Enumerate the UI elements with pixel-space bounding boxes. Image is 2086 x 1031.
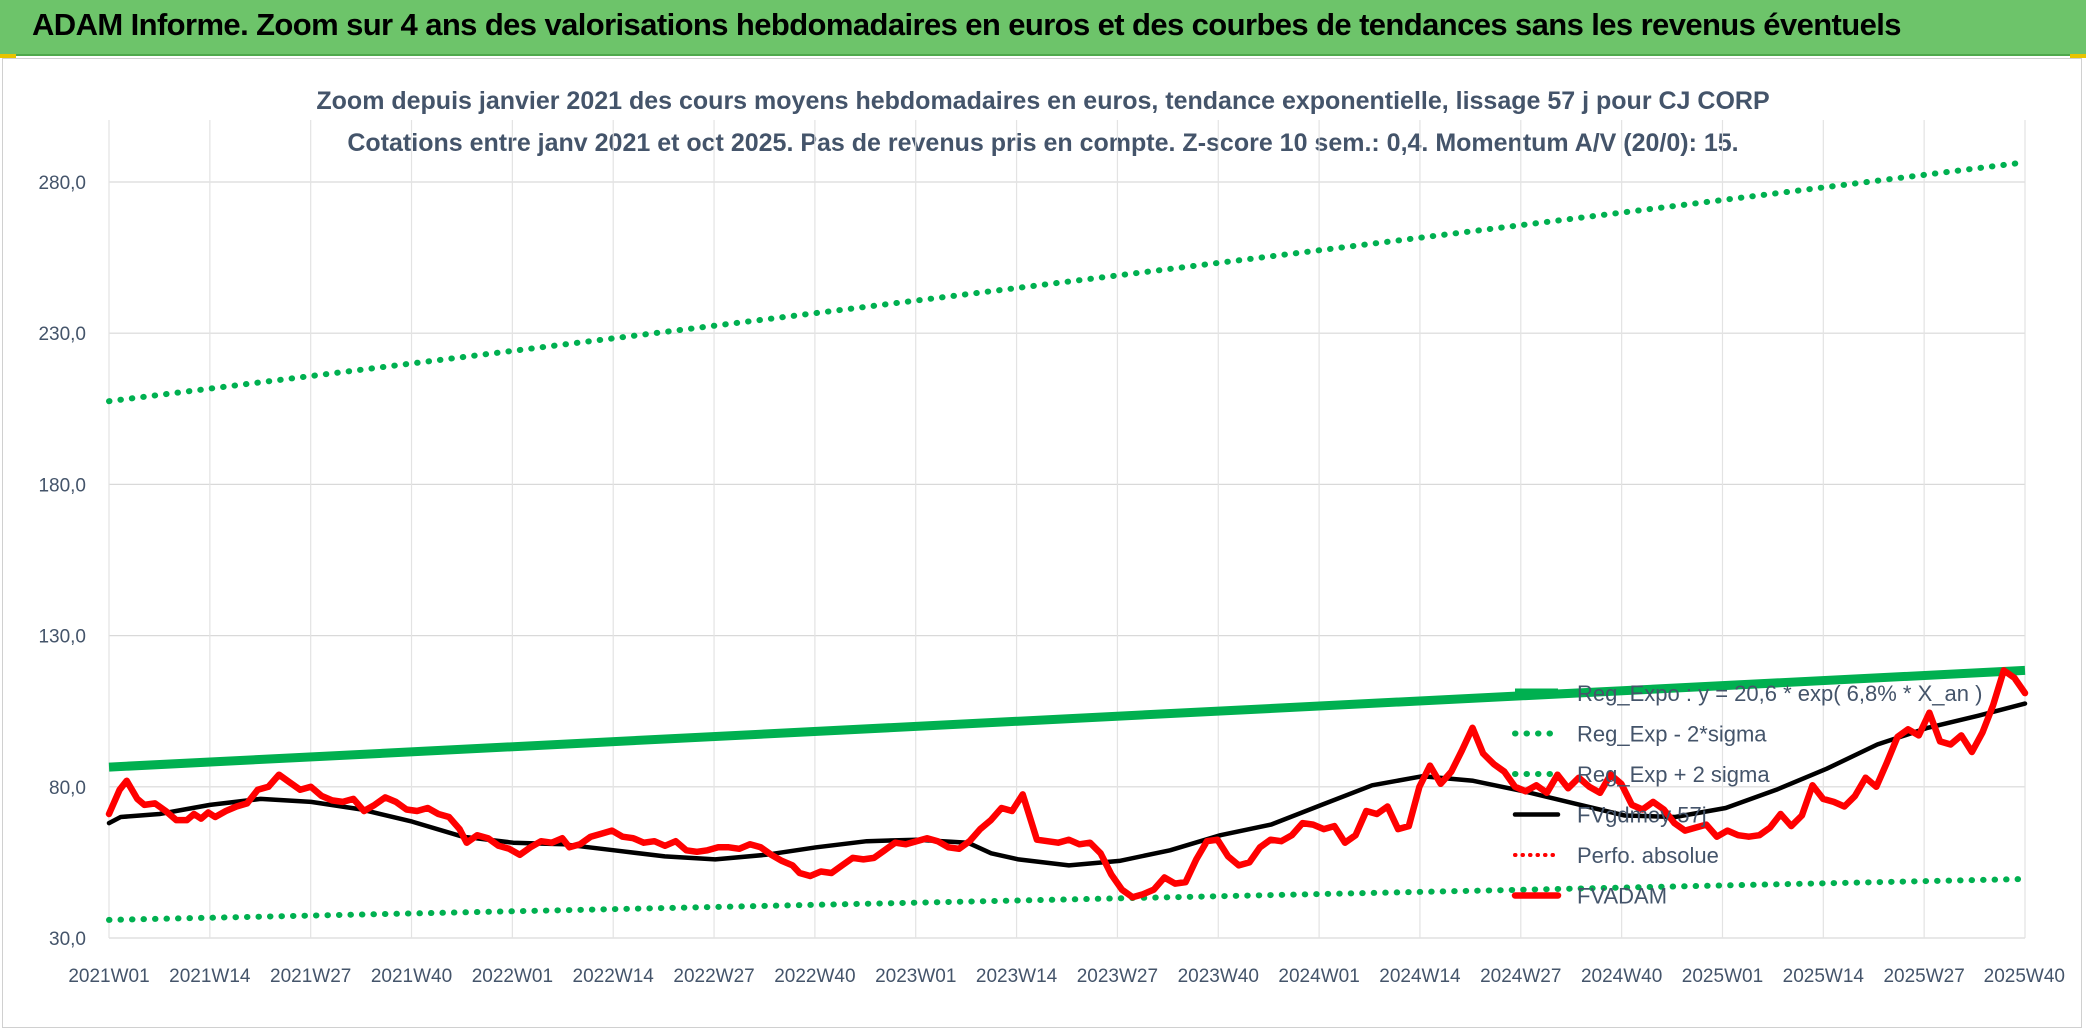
legend-label: Reg_Exp + 2 sigma: [1577, 762, 1770, 787]
x-tick-label: 2022W27: [673, 966, 754, 987]
x-tick-label: 2025W01: [1682, 966, 1763, 987]
x-tick-label: 2021W01: [68, 966, 149, 987]
report-title: ADAM Informe. Zoom sur 4 ans des valoris…: [32, 7, 1902, 42]
x-tick-label: 2024W27: [1480, 966, 1561, 987]
legend-label: Reg_Exp - 2*sigma: [1577, 722, 1767, 747]
legend-label: FVgdmoy 57j: [1577, 803, 1707, 828]
legend-label: Reg_Expo : y = 20,6 * exp( 6,8% * X_an ): [1577, 681, 1982, 706]
x-tick-label: 2023W27: [1077, 966, 1158, 987]
series-line: [108, 665, 2026, 772]
chart-title: Zoom depuis janvier 2021 des cours moyen…: [316, 87, 1769, 115]
series-line: [106, 876, 2028, 923]
y-tick-label: 30,0: [49, 929, 86, 950]
x-axis-ticks: 2021W01 2021W14 2021W27 2021W40 2022W01 2022W…: [68, 966, 2065, 987]
y-tick-label: 230,0: [38, 324, 86, 345]
y-tick-label: 180,0: [38, 475, 86, 496]
x-tick-label: 2021W40: [371, 966, 452, 987]
legend: Reg_Expo : y = 20,6 * exp( 6,8% * X_an )…: [1511, 681, 1982, 909]
x-tick-label: 2022W40: [774, 966, 855, 987]
legend-label: FVADAM: [1577, 884, 1667, 909]
series-lines: [105, 159, 2029, 923]
x-tick-label: 2022W01: [472, 966, 553, 987]
y-axis-ticks: 30,0 80,0 130,0 180,0 230,0 280,0: [38, 173, 86, 950]
x-tick-label: 2024W14: [1379, 966, 1461, 987]
grid: [108, 120, 2026, 939]
y-tick-label: 130,0: [38, 627, 86, 648]
report-banner: ADAM Informe. Zoom sur 4 ans des valoris…: [0, 0, 2086, 56]
x-tick-label: 2025W40: [1984, 966, 2065, 987]
y-tick-label: 280,0: [38, 173, 86, 194]
series-line: [105, 667, 2029, 901]
x-tick-label: 2025W27: [1883, 966, 1964, 987]
x-tick-label: 2025W14: [1783, 966, 1865, 987]
x-tick-label: 2021W14: [169, 966, 251, 987]
legend-label: Perfo. absolue: [1577, 843, 1719, 868]
x-tick-label: 2023W40: [1178, 966, 1259, 987]
banner-accent-right: [2070, 54, 2086, 58]
series-line: [106, 701, 2028, 868]
chart-subtitle: Cotations entre janv 2021 et oct 2025. P…: [347, 129, 1738, 157]
x-tick-label: 2022W14: [573, 966, 655, 987]
x-tick-label: 2024W40: [1581, 966, 1662, 987]
y-tick-label: 80,0: [49, 778, 86, 799]
x-tick-label: 2024W01: [1278, 966, 1359, 987]
x-tick-label: 2023W14: [976, 966, 1058, 987]
x-tick-label: 2023W01: [875, 966, 956, 987]
chart-frame: [2, 58, 2082, 1028]
x-tick-label: 2021W27: [270, 966, 351, 987]
banner-accent-left: [0, 54, 16, 58]
series-line: [106, 159, 2028, 405]
